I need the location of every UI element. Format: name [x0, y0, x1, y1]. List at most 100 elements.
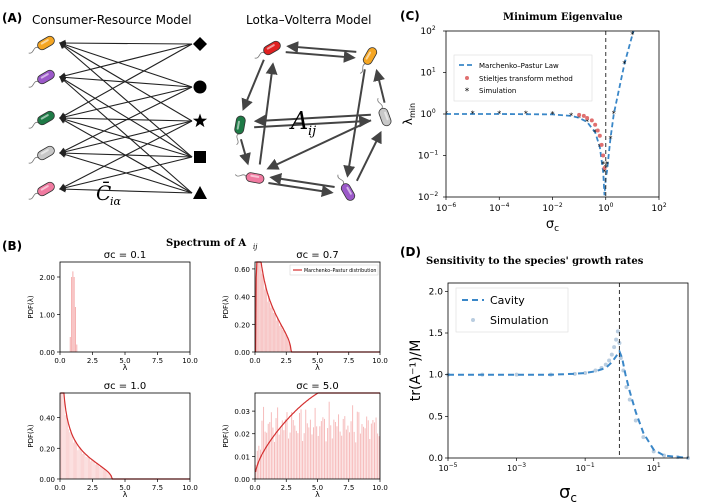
- tick-exponent: 0: [610, 202, 614, 209]
- consumer-cell-4: [28, 145, 55, 164]
- tick-exponent: −3: [517, 462, 526, 469]
- histogram-bar: [274, 441, 275, 479]
- y-tick-label: 1.5: [429, 329, 443, 339]
- histogram-bar: [317, 435, 319, 479]
- panel-label-b: (B): [2, 239, 22, 253]
- stieltjes-point: [599, 142, 604, 147]
- cell-body: [362, 47, 378, 65]
- y-axis-label-subscript: min: [408, 103, 417, 118]
- x-tick-label: 10.0: [372, 357, 388, 365]
- x-tick-label: 10−6: [436, 202, 456, 214]
- lv-link: [343, 69, 366, 178]
- histogram-bar: [355, 442, 357, 479]
- y-tick-label: 0.5: [429, 412, 443, 422]
- histogram-bar: [305, 409, 307, 479]
- x-tick-label: 7.5: [343, 484, 354, 492]
- histogram-bar: [288, 438, 290, 479]
- spectrum-subplot-1: 0.00 1.00 2.00 0.0 2.5 5.0 7.5 10.0 σc = 0.1 λ PDF…: [27, 250, 198, 372]
- y-tick-label: 0.40: [39, 415, 55, 423]
- x-tick-label: 0.0: [249, 357, 260, 365]
- y-tick-label: 0.20: [39, 445, 55, 453]
- y-axis-label: PDF(λ): [222, 295, 230, 319]
- y-tick-label: 0.0: [429, 454, 444, 464]
- mp-law-line: [446, 31, 635, 196]
- histogram-bar: [308, 427, 310, 479]
- histogram-bar: [270, 307, 272, 352]
- histogram-bar: [259, 449, 261, 479]
- simulation-point: *: [603, 168, 607, 177]
- flagellum: [254, 51, 265, 59]
- histogram-bar: [309, 419, 311, 479]
- y-tick-label: 0.02: [234, 431, 250, 439]
- x-axis-label: λ: [315, 363, 320, 372]
- lv-link: [286, 41, 357, 54]
- histogram-bar: [334, 421, 336, 479]
- cr-link: [59, 42, 193, 158]
- cell-body: [37, 35, 55, 51]
- histogram-bar: [358, 412, 360, 479]
- simulation-point: *: [593, 128, 597, 137]
- histogram-bar: [257, 262, 259, 352]
- y-axis-label: PDF(λ): [27, 424, 35, 448]
- cr-link: [58, 120, 193, 155]
- histogram-bar: [280, 323, 281, 352]
- histogram-bar: [284, 419, 286, 479]
- cell-body: [37, 145, 55, 161]
- histogram-bar: [276, 320, 277, 352]
- square-icon: [194, 151, 206, 163]
- histogram-bar: [268, 295, 269, 352]
- histogram-bar: [69, 432, 71, 479]
- histogram-bar: [266, 432, 268, 479]
- histogram-bar: [265, 284, 267, 352]
- y-axis-label: PDF(λ): [222, 424, 230, 448]
- panel-b-title-subscript: ij: [253, 243, 258, 251]
- x-tick-label: 10.0: [182, 484, 198, 492]
- cell-body: [245, 172, 265, 184]
- lv-cell-4: [377, 98, 392, 127]
- resource-icons: [192, 37, 208, 199]
- lv-link: [253, 113, 371, 127]
- cell-highlight: [40, 185, 49, 191]
- subplot-title: σc = 5.0: [296, 381, 338, 392]
- y-tick-label: 0.00: [39, 476, 55, 484]
- histogram-bar: [273, 313, 275, 352]
- histogram-bar: [285, 335, 287, 352]
- histogram-bar: [99, 466, 101, 479]
- lv-cell-2: [359, 47, 378, 74]
- cr-link: [58, 86, 193, 120]
- subplot-title: σc = 1.0: [104, 381, 146, 392]
- legend-box: [455, 287, 569, 333]
- histogram: [256, 262, 292, 352]
- histogram-bar: [306, 423, 308, 479]
- histogram-bar: [71, 434, 73, 479]
- simulation-point: [627, 397, 632, 402]
- x-tick-label: 0.0: [54, 357, 65, 365]
- star-icon: [192, 113, 208, 128]
- simulation-point: *: [524, 110, 528, 119]
- y-tick-label: 2.0: [429, 287, 444, 297]
- cavity-line: [448, 349, 689, 459]
- histogram-bar: [85, 456, 87, 479]
- y-tick-label: 10−2: [418, 191, 438, 203]
- legend-label: Simulation: [490, 314, 549, 327]
- lv-cell-6: [337, 174, 356, 201]
- histogram-bar: [101, 467, 103, 479]
- cr-link: [59, 76, 193, 194]
- cell-highlight: [346, 186, 352, 195]
- histogram-bar: [372, 420, 374, 479]
- tick-exponent: 2: [663, 202, 667, 209]
- legend-box: [289, 264, 379, 276]
- histogram-bar: [72, 271, 74, 352]
- tick-exponent: −2: [554, 202, 563, 209]
- histogram-bar: [333, 419, 335, 479]
- histogram: [60, 393, 112, 479]
- histogram-bar: [324, 418, 325, 479]
- panel-a: (A) Consumer-Resource Model Lotka–Volter…: [2, 11, 392, 208]
- x-tick-label: 10−4: [489, 202, 509, 214]
- histogram-bar: [299, 412, 300, 479]
- cr-matrix-label: C̄: [96, 180, 111, 205]
- x-axis-label: λ: [315, 490, 320, 499]
- y-tick-label: 0.01: [234, 453, 250, 461]
- panel-label-d: (D): [400, 245, 421, 259]
- histogram-bar: [288, 342, 290, 352]
